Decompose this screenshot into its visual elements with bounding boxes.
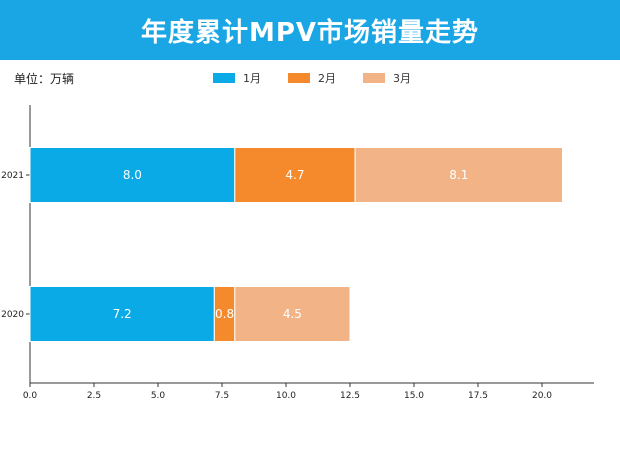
x-tick-label: 12.5 (340, 391, 360, 401)
x-tick-label: 10.0 (276, 391, 296, 401)
title-bar: 年度累计MPV市场销量走势 (0, 0, 620, 60)
bar-2020-3 (234, 286, 351, 342)
x-tick-label: 15.0 (404, 391, 424, 401)
y-tick-label-2020: 2020 (1, 310, 24, 320)
x-tick-label: 20.0 (532, 391, 552, 401)
bar-2021-2 (234, 147, 356, 203)
bar-label-2021-1: 8.0 (123, 168, 142, 182)
x-tick-label: 0.0 (23, 391, 38, 401)
legend-item-feb: 2月 (288, 70, 336, 86)
bar-2021-3 (354, 147, 563, 203)
legend-item-mar: 3月 (363, 70, 411, 86)
bar-label-2020-2: 0.8 (215, 307, 234, 321)
legend-swatch-feb (288, 73, 310, 83)
legend-item-jan: 1月 (213, 70, 261, 86)
legend-label-jan: 1月 (243, 72, 261, 85)
bar-label-2021-3: 8.1 (449, 168, 468, 182)
x-tick-label: 5.0 (151, 391, 166, 401)
x-tick-label: 2.5 (87, 391, 101, 401)
bar-2020-1 (29, 286, 215, 342)
y-tick-label-2021: 2021 (1, 171, 24, 181)
legend-label-feb: 2月 (318, 72, 336, 85)
x-tick-label: 7.5 (215, 391, 229, 401)
bar-label-2020-1: 7.2 (113, 307, 132, 321)
chart-title: 年度累计MPV市场销量走势 (140, 17, 480, 48)
unit-label: 单位：万辆 (14, 72, 75, 86)
legend-label-mar: 3月 (393, 72, 411, 85)
legend: 1月 2月 3月 (0, 70, 620, 86)
bar-label-2021-2: 4.7 (285, 168, 304, 182)
legend-swatch-mar (363, 73, 385, 83)
legend-swatch-jan (213, 73, 235, 83)
bar-2021-1 (29, 147, 236, 203)
bar-label-2020-3: 4.5 (283, 307, 302, 321)
x-tick-label: 17.5 (468, 391, 488, 401)
